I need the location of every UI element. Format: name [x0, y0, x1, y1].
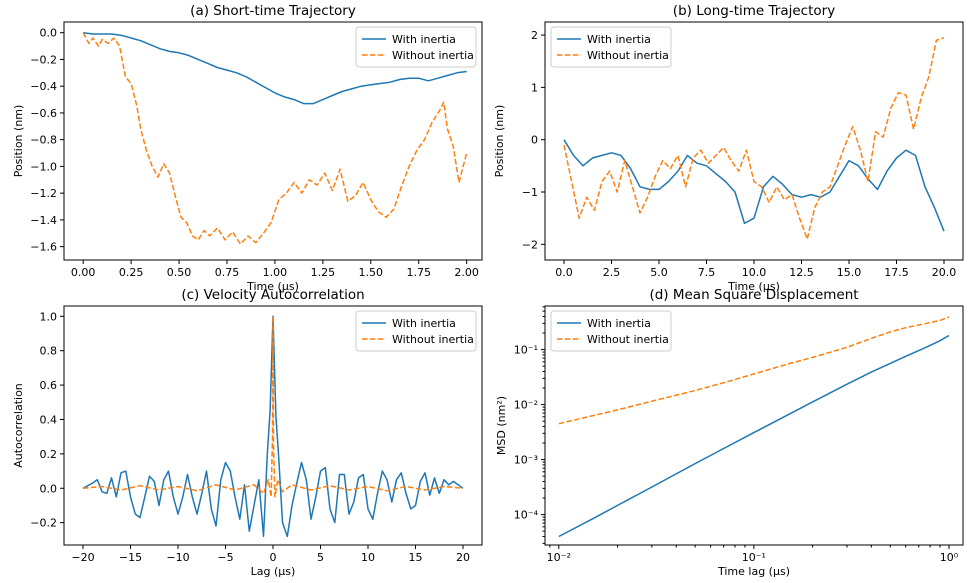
x-tick-label: 0.75: [215, 266, 240, 279]
legend-label: Without inertia: [392, 333, 474, 346]
x-tick-label: 5: [317, 551, 324, 564]
series-line-without-inertia: [563, 36, 945, 240]
x-tick-label: 1.00: [263, 266, 288, 279]
x-tick-label: −15: [119, 551, 142, 564]
y-tick-label: 0.0: [40, 27, 58, 40]
x-tick-label: 10⁻¹: [742, 551, 766, 564]
x-tick-label: 0.00: [71, 266, 96, 279]
y-tick-label: 10⁻¹: [514, 344, 538, 357]
x-tick-label: 5.0: [650, 266, 668, 279]
x-tick-label: 15.0: [837, 266, 862, 279]
series-line-with-inertia: [82, 315, 464, 538]
chart-title: (d) Mean Square Displacement: [649, 287, 858, 303]
x-axis-label: Time lag (μs): [717, 565, 790, 578]
x-tick-label: 10⁰: [940, 551, 959, 564]
legend-box: [550, 310, 672, 352]
y-axis-label: Autocorrelation: [12, 383, 25, 468]
x-tick-label: 0.50: [167, 266, 192, 279]
chart-panel-3: −20 −15 −10 −5 0 5 10 15 20 1.0 0.8 0.6 0.4 0.2 0.0 −0.…: [12, 287, 483, 578]
legend-label: With inertia: [587, 33, 651, 46]
legend-label: With inertia: [587, 317, 651, 330]
legend: With inertia Without inertia: [355, 310, 477, 352]
series-line-without-inertia: [82, 32, 468, 245]
x-tick-label: −10: [166, 551, 189, 564]
legend-label: Without inertia: [392, 49, 474, 62]
x-tick-label: 12.5: [789, 266, 814, 279]
y-tick-label: −1.2: [30, 187, 57, 200]
x-tick-label: 17.5: [884, 266, 909, 279]
y-axis-label: Position (nm): [12, 105, 25, 178]
chart-title: (c) Velocity Autocorrelation: [181, 287, 364, 303]
legend-box: [355, 310, 477, 352]
y-axis-label: Position (nm): [493, 105, 506, 178]
x-tick-label: −5: [217, 551, 233, 564]
legend: With inertia Without inertia: [550, 26, 672, 68]
y-tick-label: −0.8: [30, 134, 57, 147]
x-tick-label: 2.5: [603, 266, 621, 279]
x-tick-label: 1.50: [359, 266, 384, 279]
series-line-with-inertia: [558, 334, 950, 538]
y-tick-label: −1.4: [30, 214, 57, 227]
legend-label: With inertia: [392, 33, 456, 46]
x-tick-label: 10⁻²: [547, 551, 571, 564]
legend: With inertia Without inertia: [550, 310, 672, 352]
x-tick-label: 10: [361, 551, 375, 564]
chart-title: (a) Short-time Trajectory: [190, 3, 356, 19]
y-tick-label: −0.6: [30, 107, 57, 120]
series-line-without-inertia: [82, 315, 464, 498]
y-tick-label: 2: [531, 29, 538, 42]
y-tick-label: 0.4: [40, 413, 58, 426]
y-tick-label: 0: [531, 134, 538, 147]
y-tick-label: −1: [522, 186, 538, 199]
legend-box: [550, 26, 672, 68]
chart-panel-2: 0.0 2.5 5.0 7.5 10.0 12.5 15.0 17.5 20.0 2 1 0 −1 −2 (…: [493, 3, 964, 293]
y-tick-label: 10⁻²: [514, 399, 538, 412]
x-tick-label: 20: [456, 551, 470, 564]
x-tick-label: 2.00: [454, 266, 479, 279]
y-tick-label: 0.6: [40, 379, 58, 392]
y-tick-label: −1.6: [30, 241, 57, 254]
chart-panel-4: 10⁻² 10⁻¹ 10⁰ 10⁻⁴ 10⁻³ 10⁻² 10⁻¹ (d) Mean Squa…: [495, 287, 964, 578]
y-tick-label: 10⁻⁴: [514, 509, 539, 522]
axes-frame: [63, 21, 483, 261]
series-line-with-inertia: [83, 31, 467, 105]
x-tick-label: 15: [409, 551, 423, 564]
y-tick-label: 0.2: [40, 448, 58, 461]
y-tick-label: 0.0: [40, 482, 58, 495]
x-tick-label: 1.75: [406, 266, 431, 279]
y-tick-label: −0.2: [30, 517, 57, 530]
y-tick-label: −0.2: [30, 53, 57, 66]
y-tick-label: 10⁻³: [514, 454, 538, 467]
y-tick-label: 0.8: [40, 345, 58, 358]
legend-label: Without inertia: [587, 333, 669, 346]
x-tick-label: 1.25: [311, 266, 336, 279]
legend-box: [355, 26, 477, 68]
x-tick-label: −20: [71, 551, 94, 564]
y-tick-label: −0.4: [30, 80, 57, 93]
x-tick-label: 0.0: [555, 266, 573, 279]
x-axis-label: Time (μs): [727, 280, 780, 293]
x-axis-label: Lag (μs): [251, 565, 296, 578]
series-line-with-inertia: [563, 139, 945, 232]
y-tick-label: 1.0: [40, 310, 58, 323]
legend: With inertia Without inertia: [355, 26, 477, 68]
legend-label: With inertia: [392, 317, 456, 330]
y-tick-label: −2: [522, 238, 538, 251]
legend-label: Without inertia: [587, 49, 669, 62]
x-axis-label: Time (μs): [246, 280, 299, 293]
chart-panel-1: 0.00 0.25 0.50 0.75 1.00 1.25 1.50 1.75 2.00 0.0 −…: [12, 3, 483, 293]
x-tick-label: 0.25: [119, 266, 144, 279]
x-tick-label: 7.5: [698, 266, 716, 279]
y-tick-label: −1.0: [30, 160, 57, 173]
y-axis-label: MSD (nm²): [495, 396, 508, 455]
chart-title: (b) Long-time Trajectory: [673, 3, 835, 19]
series-line-without-inertia: [558, 316, 950, 425]
x-tick-label: 10.0: [742, 266, 767, 279]
x-tick-label: 0: [270, 551, 277, 564]
y-tick-label: 1: [531, 81, 538, 94]
x-tick-label: 20.0: [932, 266, 957, 279]
